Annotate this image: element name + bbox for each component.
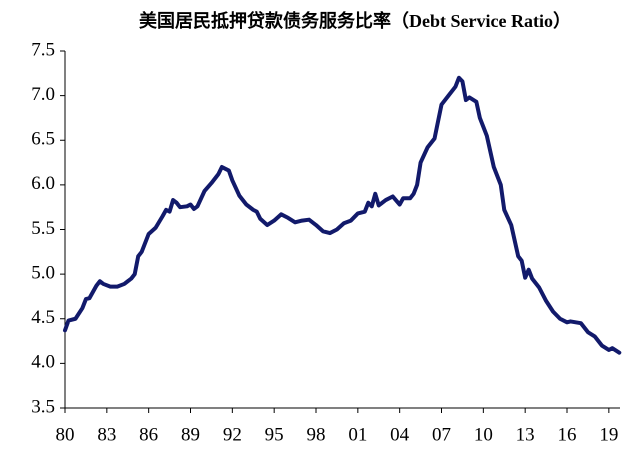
y-tick-label: 5.5 [31, 218, 55, 239]
y-tick-label: 4.0 [31, 352, 55, 373]
y-tick-label: 5.0 [31, 262, 55, 283]
x-tick-label: 89 [181, 424, 200, 445]
x-tick-label: 19 [599, 424, 618, 445]
y-tick-label: 3.5 [31, 396, 55, 417]
x-tick-label: 98 [307, 424, 326, 445]
y-tick-label: 7.5 [31, 39, 55, 60]
x-tick-label: 07 [432, 424, 451, 445]
x-tick-label: 10 [474, 424, 493, 445]
x-tick-label: 16 [558, 424, 577, 445]
y-tick-label: 6.0 [31, 173, 55, 194]
y-tick-label: 7.0 [31, 84, 55, 105]
x-tick-label: 92 [223, 424, 242, 445]
x-tick-label: 13 [516, 424, 535, 445]
x-tick-label: 86 [139, 424, 158, 445]
x-tick-label: 95 [265, 424, 284, 445]
chart-title: 美国居民抵押贷款债务服务比率（Debt Service Ratio） [139, 11, 571, 31]
x-tick-label: 01 [348, 424, 367, 445]
y-tick-label: 4.5 [31, 307, 55, 328]
y-tick-label: 6.5 [31, 129, 55, 150]
x-tick-label: 04 [390, 424, 410, 445]
x-tick-label: 83 [97, 424, 116, 445]
x-tick-label: 80 [56, 424, 75, 445]
data-line [63, 75, 622, 355]
